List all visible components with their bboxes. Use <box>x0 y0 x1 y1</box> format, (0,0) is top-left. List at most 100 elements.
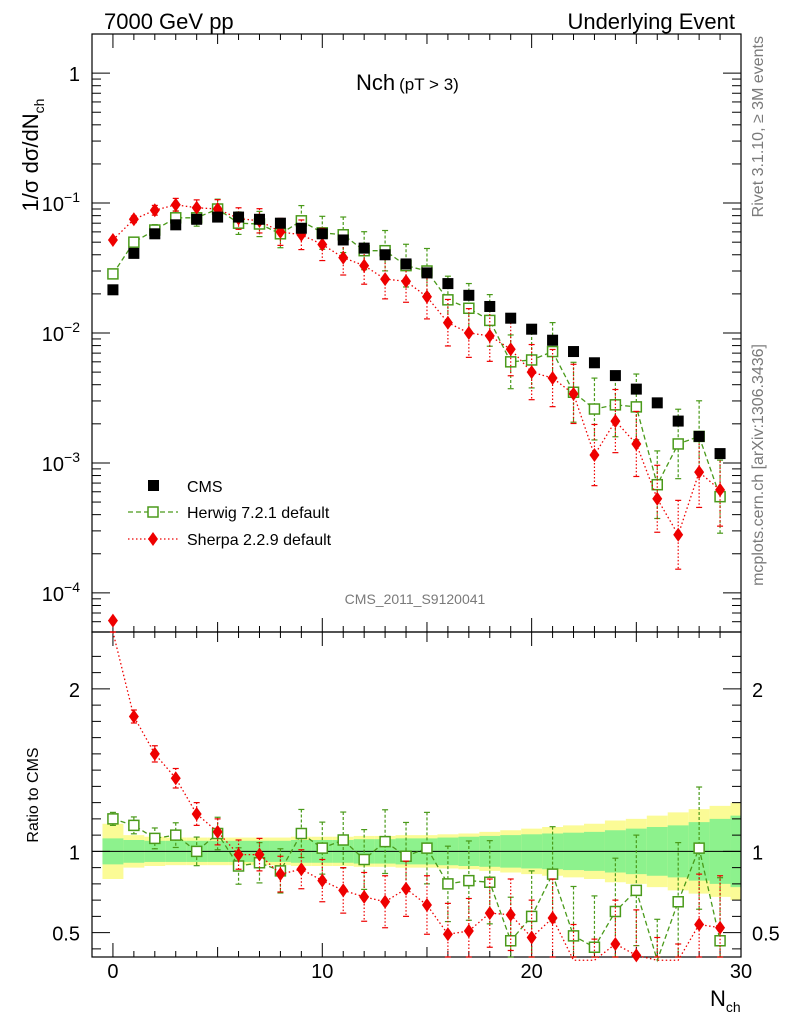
main-sherpa-point <box>442 315 453 330</box>
ratio-y-tick-label-right: 1 <box>752 842 763 864</box>
ratio-sherpa-point <box>128 709 139 724</box>
ratio-sherpa-point <box>380 894 391 909</box>
main-sherpa-point <box>715 482 726 497</box>
main-panel: 1 10−1 10−2 10−3 10−4 <box>42 33 742 633</box>
ratio-sherpa-point <box>463 924 474 938</box>
main-cms-point <box>442 278 454 290</box>
main-sherpa-point <box>359 258 370 273</box>
ratio-herwig-point <box>525 910 538 923</box>
legend-cms-marker <box>148 480 159 491</box>
main-cms-point <box>253 213 265 225</box>
main-title-suffix: (pT > 3) <box>399 75 459 94</box>
ratio-herwig-point <box>337 834 349 846</box>
ratio-herwig-point <box>358 853 370 866</box>
ratio-sherpa-point <box>401 881 412 896</box>
main-sherpa-point <box>380 272 391 287</box>
side-text-rivet: Rivet 3.1.10, ≥ 3M events <box>750 36 767 217</box>
main-herwig-point <box>546 345 559 358</box>
ratio-herwig-point <box>504 935 517 947</box>
main-sherpa-point <box>401 274 412 289</box>
main-ylabel: 1/σ dσ/dNch <box>18 99 47 212</box>
ratio-herwig-point <box>379 835 391 848</box>
main-cms-point <box>672 415 684 427</box>
main-sherpa-point <box>610 414 621 429</box>
main-cms-point <box>128 247 140 259</box>
ratio-frame <box>91 631 742 958</box>
header-left: 7000 GeV pp <box>104 9 234 34</box>
legend-herwig-label: Herwig 7.2.1 default <box>187 505 330 522</box>
ratio-xlabel-sub: ch <box>726 999 741 1015</box>
ratio-herwig-point <box>630 884 643 897</box>
ratio-herwig-point <box>128 819 140 832</box>
main-cms-point <box>714 448 726 460</box>
ratio-herwig-point <box>672 896 684 908</box>
ratio-sherpa-point <box>631 948 642 963</box>
main-sherpa-point <box>317 237 328 252</box>
ratio-sherpa-point <box>296 862 307 877</box>
x-tick-label: 0 <box>107 961 118 983</box>
ratio-sherpa-point <box>715 920 726 935</box>
main-cms-point <box>400 258 412 270</box>
header-right: Underlying Event <box>567 9 735 34</box>
legend-herwig-marker <box>147 506 159 518</box>
main-cms-point <box>107 284 119 296</box>
ratio-sherpa-point <box>107 613 118 628</box>
main-cms-point <box>630 383 642 395</box>
main-sherpa-point <box>505 342 516 357</box>
ratio-herwig-point <box>316 842 329 854</box>
ratio-herwig-point <box>693 842 705 854</box>
main-cms-point <box>651 397 663 409</box>
main-title: Nch (pT > 3) <box>356 70 459 95</box>
side-text-mcplots: mcplots.cern.ch [arXiv:1306.3436] <box>750 344 767 586</box>
analysis-id: CMS_2011_S9120041 <box>345 591 486 607</box>
ratio-sherpa-point <box>421 898 432 912</box>
main-herwig-point <box>484 314 496 327</box>
main-sherpa-point <box>547 371 558 386</box>
main-cms-point <box>149 228 161 240</box>
ratio-y-tick-label-left: 1 <box>69 842 80 864</box>
main-y-tick-label: 10−2 <box>42 319 80 346</box>
legend-sherpa-marker <box>148 532 158 546</box>
ratio-xlabel: Nch <box>710 986 741 1015</box>
x-ticks: 0 10 20 30 <box>91 34 752 983</box>
ratio-herwig-point <box>546 868 559 880</box>
main-cms-point <box>547 334 559 346</box>
main-cms-point <box>316 228 328 240</box>
legend-cms-label: CMS <box>187 479 223 496</box>
legend-entry-sherpa: Sherpa 2.2.9 default <box>128 532 332 549</box>
ratio-sherpa-point <box>212 824 223 839</box>
ratio-herwig-point <box>295 827 308 840</box>
ratio-xlabel-text: N <box>710 986 726 1011</box>
ratio-sherpa-point <box>149 746 160 761</box>
svg-text:1/σ dσ/dNch: 1/σ dσ/dNch <box>18 99 47 212</box>
ratio-y-tick-label-left: 2 <box>69 680 80 702</box>
x-tick-label: 30 <box>730 961 752 983</box>
ratio-herwig-point <box>714 935 726 947</box>
main-cms-point <box>505 312 517 324</box>
x-tick-label: 20 <box>521 961 543 983</box>
ratio-sherpa-point <box>505 907 516 922</box>
main-cms-point <box>170 219 182 231</box>
x-tick-label: 10 <box>311 961 333 983</box>
main-cms-point <box>526 323 538 335</box>
ratio-ylabel: Ratio to CMS <box>25 747 42 842</box>
main-sherpa-point <box>128 212 139 227</box>
main-herwig-point <box>588 403 601 415</box>
ratio-sherpa-point <box>275 867 286 882</box>
main-cms-point <box>421 267 433 279</box>
main-sherpa-point <box>652 491 663 506</box>
ratio-y-tick-label-right: 2 <box>752 680 763 702</box>
ratio-sherpa-point <box>233 847 244 862</box>
main-sherpa-point <box>463 326 474 340</box>
main-cms-point <box>233 211 245 223</box>
main-title-text: Nch <box>356 70 395 95</box>
main-sherpa-point <box>107 232 118 247</box>
ratio-herwig-line <box>112 818 721 963</box>
legend: CMS Herwig 7.2.1 default Sherpa 2.2.9 de… <box>128 479 332 549</box>
main-cms-point <box>609 370 621 382</box>
main-sherpa-point <box>694 465 705 480</box>
ratio-herwig-point <box>169 829 182 841</box>
main-cms-point <box>358 242 370 254</box>
main-sherpa-point <box>484 328 495 343</box>
main-sherpa-point <box>421 289 432 304</box>
